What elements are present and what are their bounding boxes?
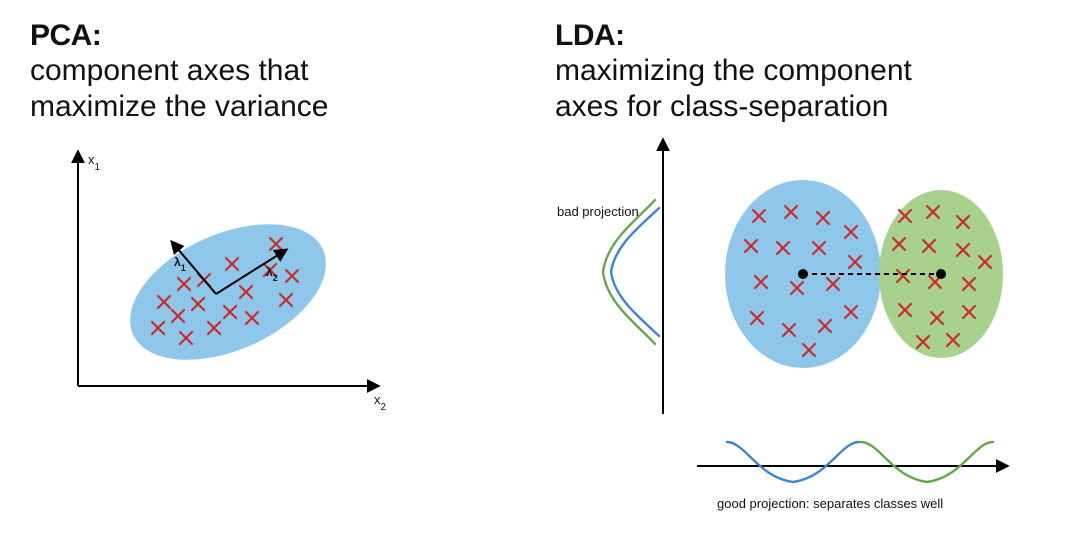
lda-centroid-green: [936, 269, 946, 279]
lda-centroid-blue: [798, 269, 808, 279]
lda-good-label: good projection: separates classes well: [717, 496, 943, 511]
lda-bad-label: bad projection: [557, 204, 639, 219]
lda-good-curve-green: [861, 442, 993, 482]
pca-title: PCA: component axes that maximize the va…: [30, 18, 530, 124]
pca-title-line2: maximize the variance: [30, 90, 328, 123]
lda-bad-curve-blue: [611, 208, 659, 336]
lda-title-bold: LDA:: [555, 19, 625, 52]
pca-plot: λ1λ2x2x1: [30, 142, 390, 422]
pca-data-ellipse: [109, 197, 346, 388]
pca-y-axis-label: x1: [88, 152, 101, 173]
lda-panel: LDA: maximizing the component axes for c…: [555, 0, 1075, 544]
lda-good-curve-blue: [727, 442, 859, 482]
lda-title: LDA: maximizing the component axes for c…: [555, 18, 1075, 124]
lda-plot: bad projection good projection: separates…: [555, 134, 1055, 544]
pca-panel: PCA: component axes that maximize the va…: [30, 0, 530, 422]
lda-title-line2: axes for class-separation: [555, 90, 889, 123]
pca-title-line1: component axes that: [30, 54, 309, 87]
lda-title-line1: maximizing the component: [555, 54, 912, 87]
pca-title-bold: PCA:: [30, 19, 101, 52]
pca-x-axis-label: x2: [374, 392, 387, 413]
